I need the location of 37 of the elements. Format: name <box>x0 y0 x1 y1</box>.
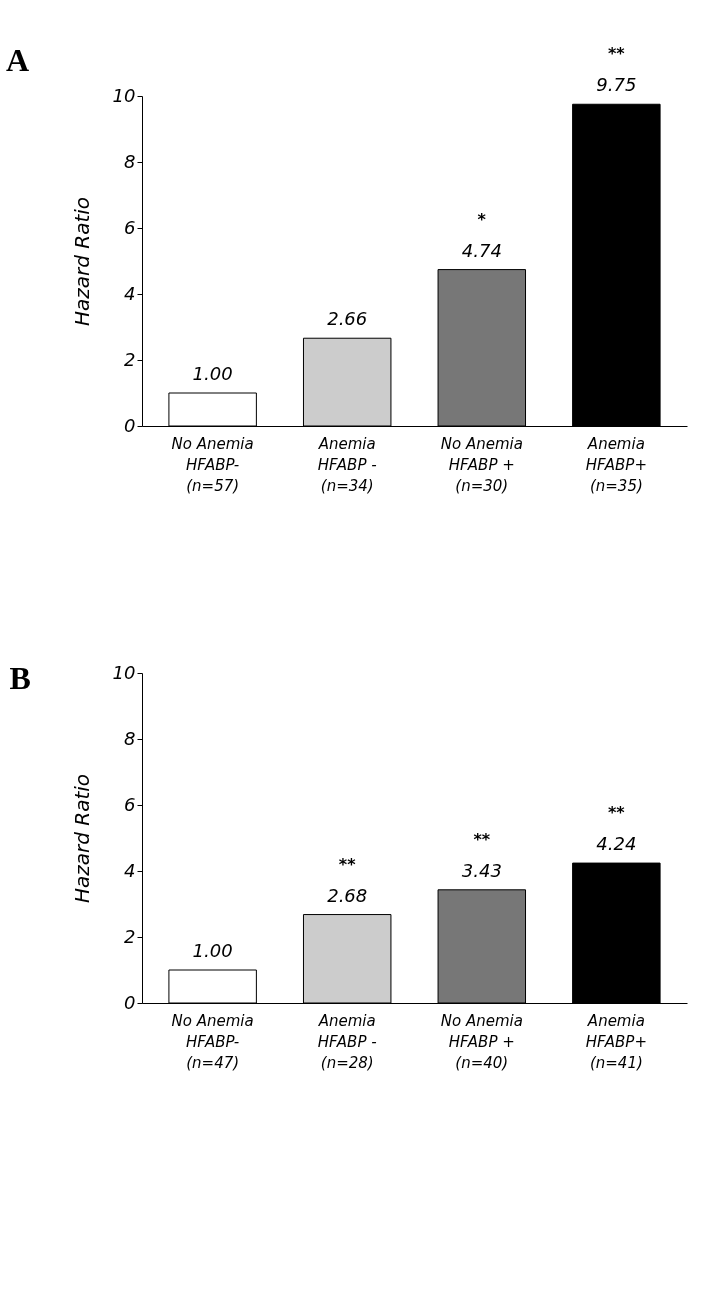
y-tick-label: 10 <box>112 661 136 683</box>
chart-title: A <box>5 42 29 79</box>
chart-title: B <box>9 660 31 696</box>
x-tick-label: No Anemia HFABP + (n=30) <box>440 434 523 495</box>
y-tick-label: 0 <box>124 991 136 1013</box>
annotation: ** <box>338 854 357 874</box>
y-tick-label: 4 <box>124 859 136 881</box>
data-label: 2.66 <box>327 308 368 330</box>
y-tick-label: 8 <box>124 150 136 172</box>
x-tick-label: Anemia HFABP+ (n=41) <box>585 1011 647 1072</box>
y-tick-label: 2 <box>124 925 136 947</box>
data-label: 3.43 <box>461 859 502 881</box>
y-tick-label: 2 <box>124 348 136 370</box>
y-tick-label: 6 <box>124 216 136 238</box>
y-tick-label: 10 <box>112 84 136 106</box>
data-label: 9.75 <box>596 74 637 96</box>
x-tick-label: No Anemia HFABP- (n=47) <box>171 1011 254 1072</box>
y-axis-title: Hazard Ratio <box>69 196 94 327</box>
x-tick-label: No Anemia HFABP + (n=40) <box>440 1011 523 1072</box>
data-label: 4.74 <box>461 239 502 261</box>
y-axis-title: Hazard Ratio <box>69 773 94 904</box>
annotation: ** <box>607 803 626 823</box>
data-label: 1.00 <box>192 940 233 961</box>
y-tick-label: 0 <box>124 414 136 436</box>
y-tick-label: 8 <box>124 727 136 749</box>
y-tick-label: 4 <box>124 282 136 304</box>
x-tick-label: Anemia HFABP+ (n=35) <box>585 434 647 495</box>
annotation: ** <box>607 44 626 64</box>
annotation: * <box>477 209 487 229</box>
data-label: 2.68 <box>327 884 368 906</box>
data-label: 1.00 <box>192 363 233 384</box>
x-tick-label: Anemia HFABP - (n=34) <box>317 434 377 495</box>
annotation: ** <box>473 829 491 849</box>
y-tick-label: 6 <box>124 793 136 815</box>
x-tick-label: No Anemia HFABP- (n=57) <box>171 434 254 495</box>
x-tick-label: Anemia HFABP - (n=28) <box>317 1011 377 1072</box>
data-label: 4.24 <box>596 833 637 855</box>
